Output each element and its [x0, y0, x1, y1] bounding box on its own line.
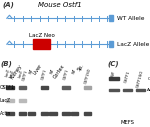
Bar [62, 112, 70, 115]
Text: OSTF1SO: OSTF1SO [83, 68, 92, 85]
Bar [33, 39, 50, 49]
Bar [71, 112, 78, 115]
Bar [110, 77, 119, 80]
Text: Sp.: Sp. [77, 63, 85, 72]
Bar [123, 89, 132, 91]
Text: LacZ Neo: LacZ Neo [29, 33, 55, 38]
Text: Kidney: Kidney [9, 63, 23, 80]
Text: WT: WT [111, 70, 117, 77]
Text: OSTF1: OSTF1 [147, 77, 150, 81]
Bar [136, 89, 145, 91]
Bar [109, 41, 113, 47]
Text: Actin: Actin [147, 88, 150, 92]
Text: OSTF1: OSTF1 [124, 70, 131, 83]
Bar [19, 99, 26, 102]
Bar [6, 99, 14, 102]
Bar [110, 89, 119, 91]
Bar [109, 15, 113, 21]
Bar [84, 86, 91, 90]
Text: OSTF1: OSTF1 [0, 85, 15, 90]
Bar [62, 86, 70, 90]
Text: LacZ: LacZ [0, 98, 11, 103]
Text: (B): (B) [1, 61, 12, 67]
Text: LacZ
OSTF1: LacZ OSTF1 [17, 68, 28, 81]
Bar [28, 112, 35, 115]
Text: LacZ Allele: LacZ Allele [117, 42, 150, 47]
Text: (C): (C) [107, 61, 119, 67]
Bar [19, 112, 26, 115]
Bar [40, 112, 48, 115]
Text: OSTF1: OSTF1 [41, 68, 48, 80]
Bar [19, 86, 26, 90]
Text: WT Allele: WT Allele [117, 16, 145, 21]
Bar [6, 86, 14, 90]
Text: Actin: Actin [0, 111, 11, 116]
Bar [40, 86, 48, 90]
Text: OSTF1: OSTF1 [63, 68, 69, 80]
Text: WT: WT [72, 68, 77, 74]
Text: Liver: Liver [32, 63, 43, 76]
Bar [6, 112, 14, 115]
Text: OSTF1SO: OSTF1SO [136, 70, 144, 89]
Text: Mouse Ostf1: Mouse Ostf1 [38, 2, 82, 7]
Text: (A): (A) [2, 2, 14, 8]
Text: LacZ
LacZ: LacZ LacZ [5, 68, 15, 78]
Bar [49, 112, 57, 115]
Text: WT: WT [29, 68, 34, 74]
Text: Cortex: Cortex [53, 63, 66, 79]
Bar [84, 112, 91, 115]
Text: MEFS: MEFS [120, 121, 134, 125]
Text: WT: WT [50, 68, 56, 74]
